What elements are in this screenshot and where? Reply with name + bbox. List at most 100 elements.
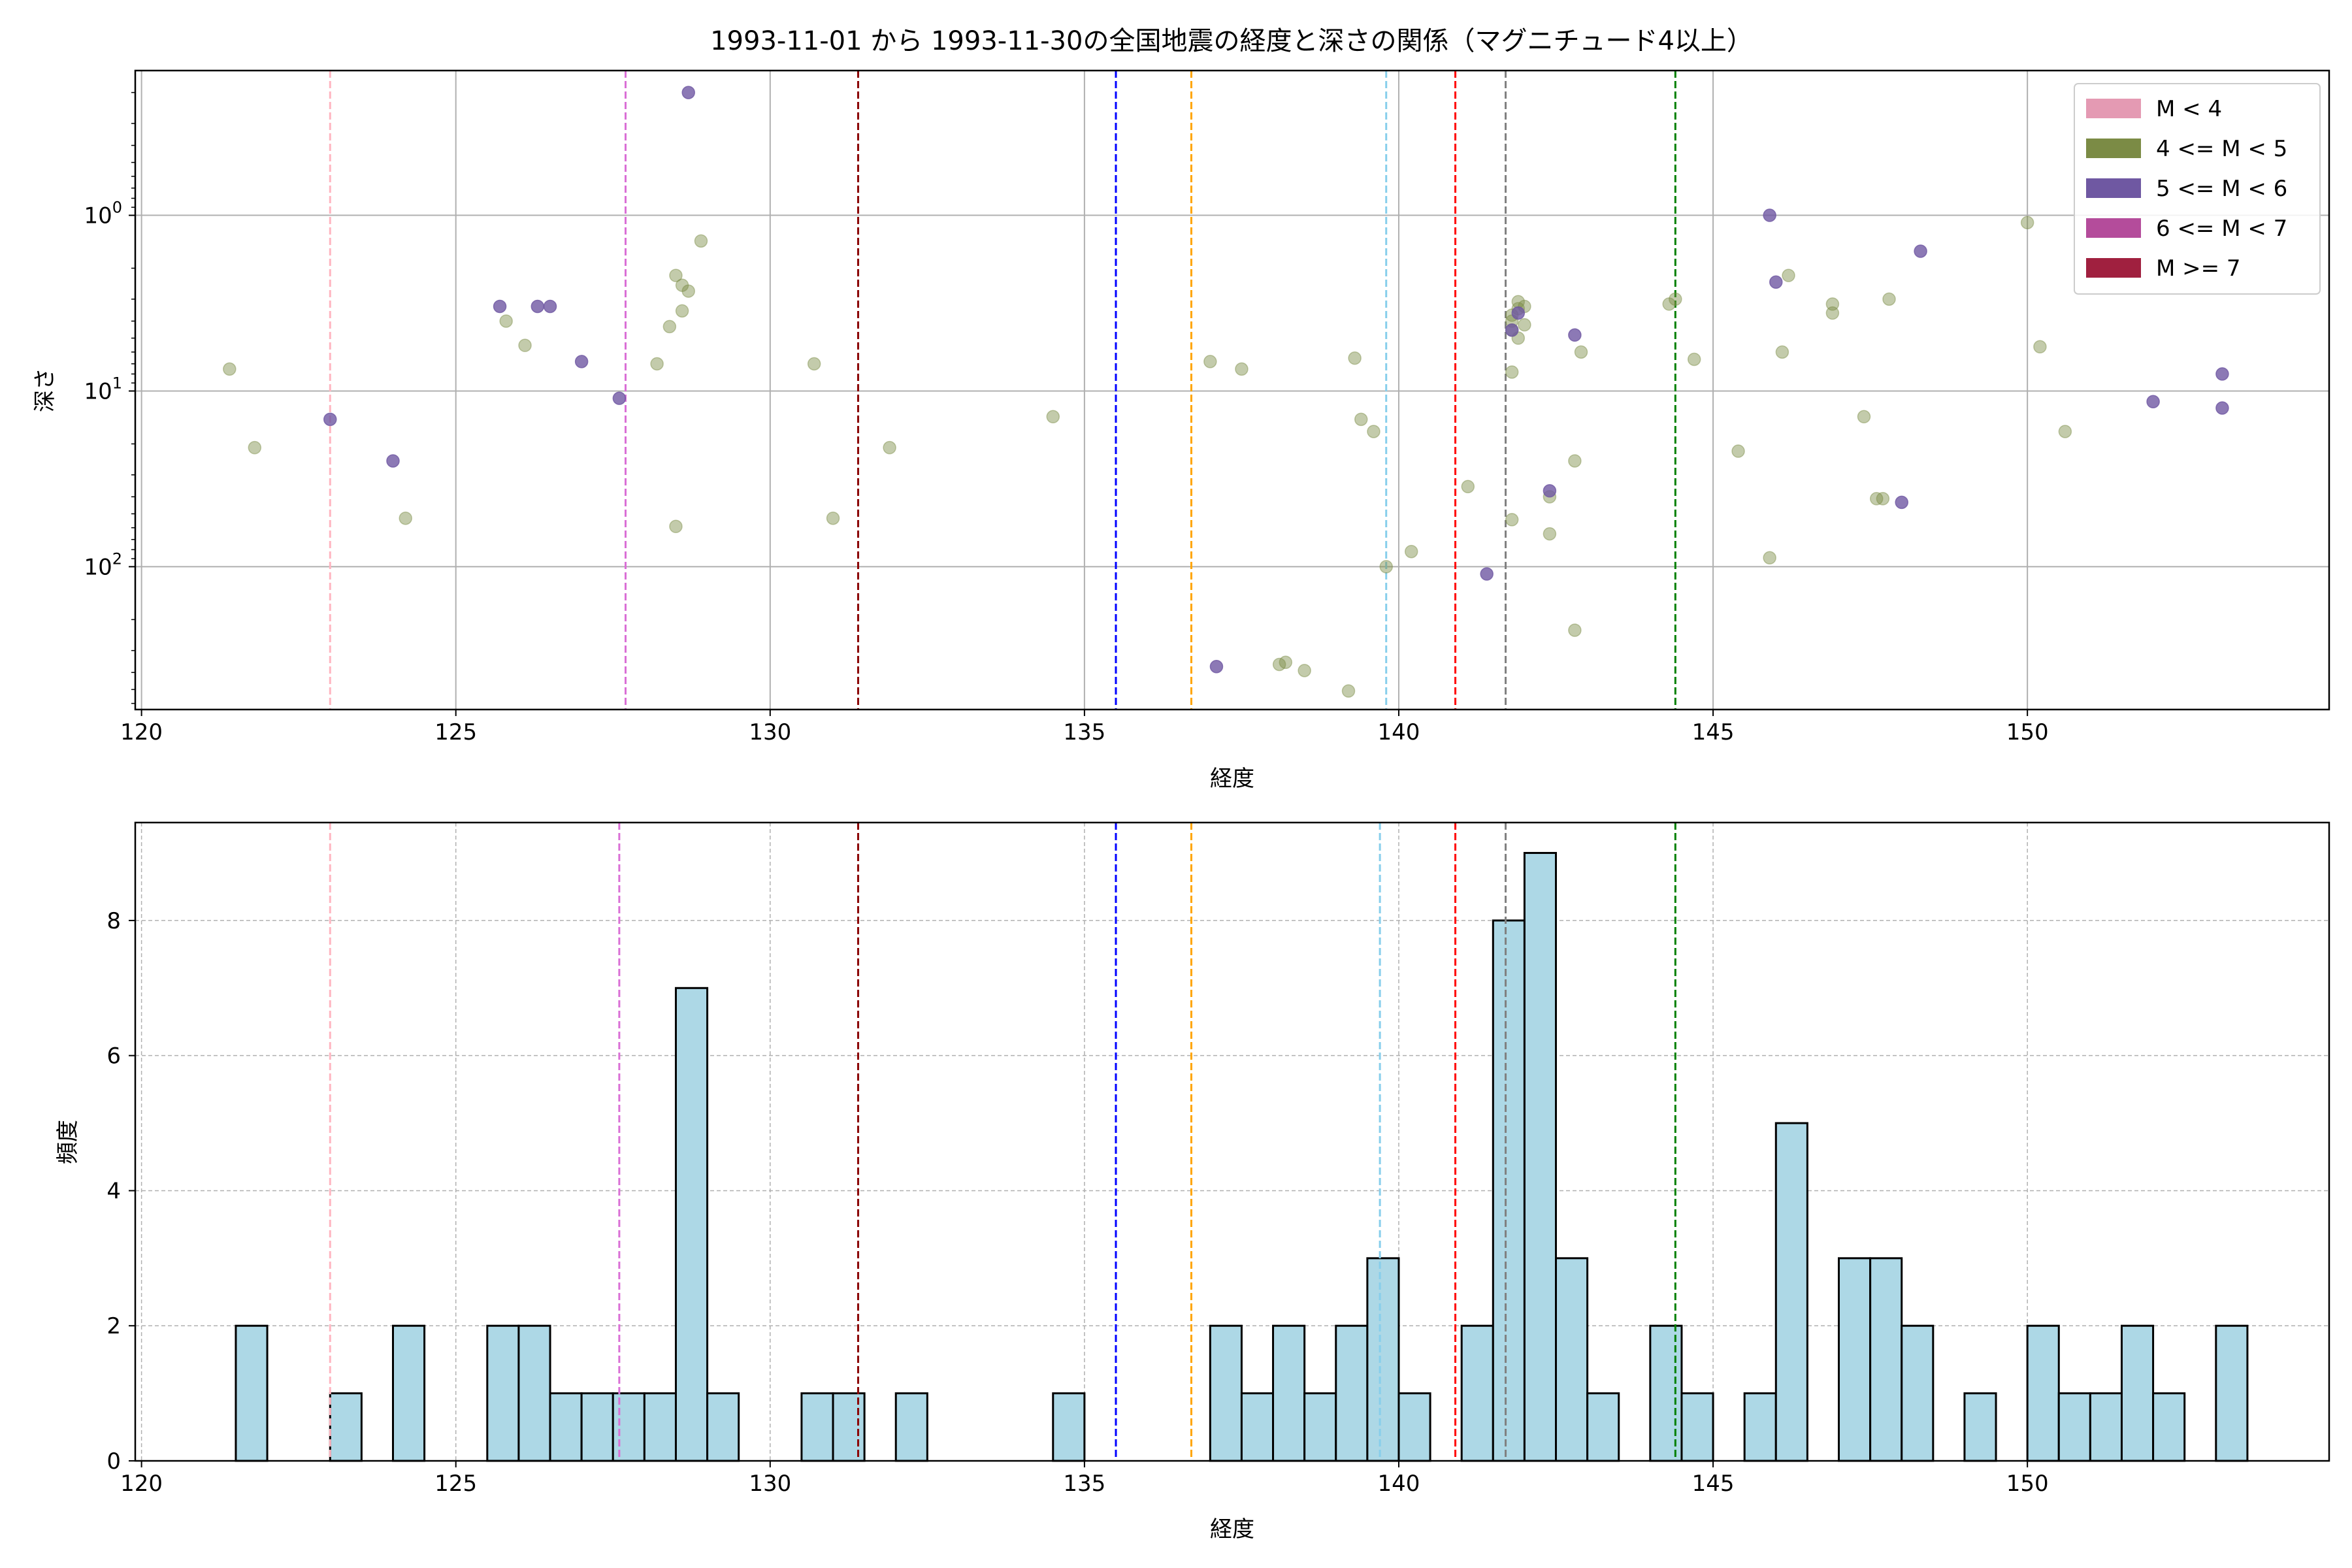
scatter-point — [1505, 323, 1519, 337]
scatter-point — [323, 412, 337, 427]
scatter-point — [1518, 318, 1531, 332]
scatter-point — [1775, 345, 1789, 359]
histogram-bar — [1649, 1324, 1683, 1462]
scatter-point — [669, 269, 683, 282]
histogram-bar — [612, 1392, 645, 1462]
histogram-x-tick-label: 145 — [1692, 1471, 1735, 1497]
histogram-bar — [1272, 1324, 1306, 1462]
histogram-x-axis-label: 経度 — [1210, 1516, 1254, 1543]
scatter-y-ticks: 100 101 102 — [84, 91, 135, 704]
histogram-bar — [1366, 1257, 1400, 1462]
histogram-bar — [1240, 1392, 1275, 1462]
histogram-bar — [329, 1392, 363, 1462]
histogram-y-axis-label: 頻度 — [55, 1120, 81, 1164]
scatter-x-axis-label: 経度 — [1210, 766, 1254, 792]
scatter-point — [1869, 492, 1884, 506]
scatter-point — [1662, 297, 1676, 311]
histogram-bar — [894, 1392, 928, 1462]
scatter-point — [386, 454, 400, 468]
histogram-bars — [235, 852, 2249, 1462]
scatter-point — [1895, 495, 1908, 510]
histogram-y-tick-label: 6 — [106, 1043, 121, 1070]
histogram-bar — [1335, 1324, 1369, 1462]
scatter-y-tick-label: 101 — [84, 374, 122, 404]
scatter-point — [1341, 684, 1356, 698]
scatter-point — [531, 299, 545, 314]
scatter-point — [2215, 401, 2229, 415]
scatter-point — [669, 519, 683, 534]
histogram-y-tick-label: 2 — [106, 1313, 121, 1339]
legend-label: 4 <= M < 5 — [2156, 136, 2287, 162]
legend-box — [2074, 83, 2321, 295]
histogram-bar — [1492, 919, 1526, 1462]
scatter-point — [2058, 425, 2072, 438]
scatter-x-tick-label: 140 — [1378, 719, 1420, 745]
scatter-point — [499, 314, 513, 328]
scatter-point — [1914, 244, 1927, 258]
scatter-point — [1857, 410, 1871, 424]
scatter-point — [681, 284, 695, 298]
histogram-bar — [1680, 1392, 1714, 1462]
scatter-point — [1769, 275, 1783, 289]
histogram-bar — [1555, 1257, 1589, 1462]
scatter-reference-lines — [329, 71, 1676, 710]
scatter-point — [675, 278, 689, 292]
histogram-bar — [1586, 1392, 1620, 1462]
histogram-bar — [706, 1392, 740, 1462]
scatter-point — [1825, 297, 1840, 311]
scatter-x-tick-label: 145 — [1692, 719, 1735, 745]
histogram-bar — [1901, 1324, 1935, 1462]
histogram-y-ticks: 0 2 4 6 8 — [106, 908, 135, 1475]
scatter-grid — [135, 71, 2329, 710]
scatter-point — [1687, 352, 1701, 367]
legend-label: M >= 7 — [2156, 255, 2241, 282]
scatter-point — [543, 299, 557, 314]
histogram-bar — [486, 1324, 520, 1462]
histogram-bar — [2215, 1324, 2249, 1462]
histogram-x-tick-label: 125 — [434, 1471, 477, 1497]
scatter-point — [1505, 513, 1519, 527]
legend-label: 5 <= M < 6 — [2156, 176, 2287, 202]
scatter-point — [493, 299, 507, 314]
histogram-bar — [674, 987, 709, 1462]
histogram-reference-lines — [329, 823, 1676, 1461]
histogram-x-tick-label: 150 — [2006, 1471, 2049, 1497]
scatter-x-ticks: 120 125 130 135 140 145 150 — [120, 710, 2049, 745]
scatter-point — [1235, 362, 1249, 376]
scatter-point — [1480, 567, 1494, 581]
scatter-point — [826, 511, 840, 525]
histogram-bar — [1209, 1324, 1243, 1462]
scatter-x-tick-label: 150 — [2006, 719, 2049, 745]
scatter-point — [1568, 328, 1582, 342]
histogram-bar — [1743, 1392, 1777, 1462]
scatter-point — [612, 391, 627, 405]
scatter-point — [1568, 454, 1582, 468]
scatter-point — [1209, 659, 1224, 674]
scatter-point — [807, 357, 821, 371]
scatter-point — [1046, 410, 1060, 424]
scatter-point — [1543, 484, 1557, 498]
scatter-point — [883, 440, 896, 455]
scatter-point — [2146, 395, 2160, 409]
scatter-point — [650, 357, 664, 371]
histogram-bar — [2120, 1324, 2155, 1462]
histogram-bar — [549, 1392, 583, 1462]
histogram-bar — [391, 1324, 426, 1462]
scatter-x-tick-label: 135 — [1063, 719, 1105, 745]
scatter-point — [1379, 560, 1393, 574]
scatter-point — [1568, 623, 1582, 637]
scatter-point — [1348, 351, 1362, 365]
scatter-point — [1272, 657, 1286, 672]
scatter-points — [223, 86, 2229, 698]
scatter-point — [1367, 425, 1380, 438]
scatter-point — [2033, 340, 2047, 354]
scatter-point — [518, 338, 532, 352]
scatter-point — [662, 319, 677, 334]
legend-swatch — [2086, 218, 2141, 238]
histogram-bar — [832, 1392, 866, 1462]
scatter-point — [2020, 216, 2034, 229]
scatter-y-axis-label: 深さ — [32, 368, 58, 412]
legend-label: M < 4 — [2156, 96, 2222, 122]
scatter-point — [1876, 492, 1890, 506]
